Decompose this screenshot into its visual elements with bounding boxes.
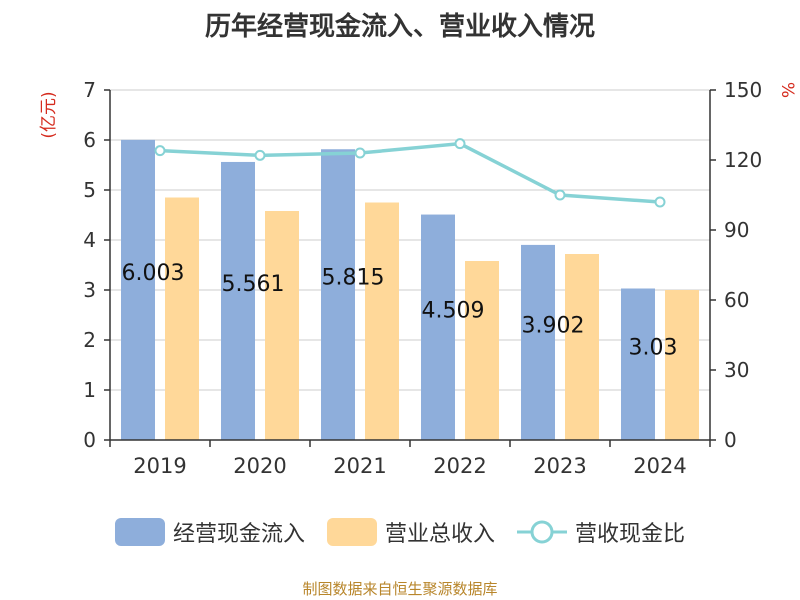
data-label: 5.815 bbox=[322, 266, 385, 291]
bar-cash-inflow bbox=[621, 288, 655, 440]
left-tick-label: 7 bbox=[83, 78, 96, 102]
data-labels: 6.003 5.561 5.815 4.509 3.902 3.03 bbox=[122, 261, 678, 360]
left-tick-label: 0 bbox=[83, 428, 96, 452]
bar-revenue bbox=[465, 261, 499, 440]
legend-item-ratio[interactable]: 营收现金比 bbox=[517, 516, 685, 548]
bar-cash-inflow bbox=[221, 161, 255, 440]
bar-cash-inflow bbox=[321, 149, 355, 440]
left-tick-label: 6 bbox=[83, 128, 96, 152]
right-tick-label: 30 bbox=[724, 358, 749, 382]
bar-cash-inflow bbox=[121, 139, 155, 440]
left-tick-label: 5 bbox=[83, 178, 96, 202]
right-tick-label: 60 bbox=[724, 288, 749, 312]
ratio-point bbox=[454, 138, 466, 150]
legend-swatch-cash-inflow bbox=[114, 518, 165, 546]
bar-revenue bbox=[665, 290, 699, 440]
right-tick-label: 90 bbox=[724, 218, 749, 242]
right-axis-title: % bbox=[777, 82, 797, 98]
x-tick-label: 2020 bbox=[233, 454, 286, 478]
left-axis-title: (亿元) bbox=[39, 91, 59, 138]
chart-title: 历年经营现金流入、营业收入情况 bbox=[204, 12, 595, 42]
ratio-point bbox=[654, 196, 666, 208]
bars bbox=[121, 139, 699, 440]
left-tick-label: 1 bbox=[83, 378, 96, 402]
x-tick-label: 2023 bbox=[533, 454, 586, 478]
right-tick-label: 120 bbox=[724, 148, 762, 172]
chart-area: 0 1 2 3 4 5 6 7 0 30 60 90 120 150 2019 2020 2021 2022 202… bbox=[39, 78, 797, 478]
legend-label-cash-inflow: 经营现金流入 bbox=[172, 522, 305, 547]
left-tick-label: 2 bbox=[83, 328, 96, 352]
data-label: 3.902 bbox=[522, 313, 585, 338]
x-tick-label: 2019 bbox=[133, 454, 186, 478]
bar-revenue bbox=[365, 202, 399, 440]
bar-revenue bbox=[165, 197, 199, 440]
left-tick-label: 4 bbox=[83, 228, 96, 252]
x-tick-label: 2024 bbox=[633, 454, 686, 478]
data-label: 5.561 bbox=[222, 272, 285, 297]
legend-item-revenue[interactable]: 营业总收入 bbox=[326, 516, 495, 548]
left-tick-label: 3 bbox=[83, 278, 96, 302]
data-label: 3.03 bbox=[629, 335, 678, 360]
right-tick-label: 150 bbox=[724, 78, 762, 102]
bar-revenue bbox=[265, 211, 299, 440]
source-note: 制图数据来自恒生聚源数据库 bbox=[302, 580, 498, 598]
bar-cash-inflow bbox=[521, 244, 555, 440]
axes: 0 1 2 3 4 5 6 7 0 30 60 90 120 150 2019 2020 2021 2022 202… bbox=[39, 78, 797, 478]
x-tick-label: 2022 bbox=[433, 454, 486, 478]
ratio-point bbox=[354, 147, 366, 159]
ratio-point bbox=[254, 149, 266, 161]
ratio-line bbox=[154, 138, 666, 208]
right-tick-label: 0 bbox=[724, 428, 737, 452]
ratio-point bbox=[154, 145, 166, 157]
legend: 经营现金流入 营业总收入 营收现金比 bbox=[0, 516, 800, 548]
legend-swatch-ratio bbox=[517, 520, 567, 544]
legend-label-revenue: 营业总收入 bbox=[384, 522, 495, 547]
bar-revenue bbox=[565, 254, 599, 440]
ratio-line-path bbox=[159, 141, 661, 204]
ratio-point bbox=[554, 189, 566, 201]
bar-cash-inflow bbox=[421, 214, 455, 440]
x-tick-label: 2021 bbox=[333, 454, 386, 478]
legend-swatch-revenue bbox=[326, 518, 377, 546]
gridlines bbox=[110, 89, 710, 441]
data-label: 6.003 bbox=[122, 261, 185, 286]
legend-item-cash-inflow[interactable]: 经营现金流入 bbox=[114, 516, 305, 548]
data-label: 4.509 bbox=[422, 298, 485, 323]
legend-label-ratio: 营收现金比 bbox=[575, 522, 686, 547]
